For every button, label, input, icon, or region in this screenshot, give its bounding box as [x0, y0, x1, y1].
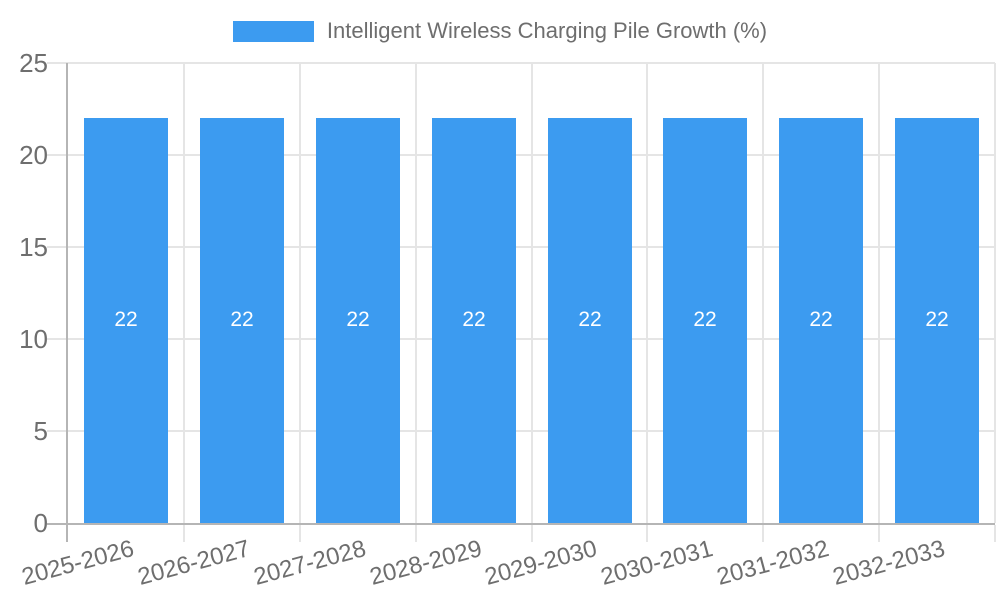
- y-axis-line: [66, 63, 68, 542]
- bar-value-label: 22: [578, 308, 602, 331]
- gridline-vertical: [299, 63, 301, 523]
- legend-label: Intelligent Wireless Charging Pile Growt…: [326, 18, 768, 43]
- bar-2025-2026[interactable]: 22: [84, 118, 168, 523]
- y-axis-tick-label: 20: [19, 140, 48, 170]
- x-axis-label: 2032-2033: [830, 535, 948, 591]
- y-axis-tick-label: 15: [19, 232, 48, 262]
- bar-value-label: 22: [693, 308, 717, 331]
- bar-2027-2028[interactable]: 22: [316, 118, 400, 523]
- x-axis-tick: [994, 525, 996, 542]
- y-axis-tick: [47, 430, 68, 432]
- bar-2026-2027[interactable]: 22: [200, 118, 284, 523]
- legend-swatch: [232, 20, 314, 42]
- gridline-vertical: [646, 63, 648, 523]
- y-axis-tick: [47, 62, 68, 64]
- x-axis-tick: [646, 525, 648, 542]
- x-axis-label: 2029-2030: [482, 535, 600, 591]
- y-axis-tick-label: 10: [19, 324, 48, 354]
- gridline-vertical: [994, 63, 996, 523]
- x-axis-tick: [299, 525, 301, 542]
- y-axis-tick-label: 5: [33, 416, 48, 446]
- x-axis-label: 2027-2028: [251, 535, 369, 591]
- y-axis-tick: [47, 246, 68, 248]
- y-axis-tick: [47, 154, 68, 156]
- bar-value-label: 22: [346, 308, 370, 331]
- bar-2030-2031[interactable]: 22: [663, 118, 747, 523]
- bar-value-label: 22: [462, 308, 486, 331]
- x-axis-tick: [762, 525, 764, 542]
- bar-2032-2033[interactable]: 22: [895, 118, 979, 523]
- bar-value-label: 22: [925, 308, 949, 331]
- y-axis-tick: [47, 338, 68, 340]
- y-axis-tick-label: 25: [19, 48, 48, 78]
- x-axis-label: 2028-2029: [367, 535, 485, 591]
- bar-2028-2029[interactable]: 22: [432, 118, 516, 523]
- gridline-vertical: [878, 63, 880, 523]
- gridline-vertical: [762, 63, 764, 523]
- bar-value-label: 22: [114, 308, 138, 331]
- x-axis-label: 2031-2032: [714, 535, 832, 591]
- x-axis-tick: [183, 525, 185, 542]
- bar-value-label: 22: [809, 308, 833, 331]
- bar-2031-2032[interactable]: 22: [779, 118, 863, 523]
- x-axis-tick: [531, 525, 533, 542]
- bar-2029-2030[interactable]: 22: [548, 118, 632, 523]
- x-axis-label: 2026-2027: [135, 535, 253, 591]
- y-axis-tick-label: 0: [33, 508, 48, 538]
- gridline-vertical: [183, 63, 185, 523]
- gridline-vertical: [415, 63, 417, 523]
- x-axis-line: [47, 523, 995, 525]
- chart-legend[interactable]: Intelligent Wireless Charging Pile Growt…: [0, 17, 1000, 45]
- x-axis-tick: [415, 525, 417, 542]
- gridline-vertical: [531, 63, 533, 523]
- x-axis-label: 2030-2031: [598, 535, 716, 591]
- bar-value-label: 22: [230, 308, 254, 331]
- x-axis-label: 2025-2026: [19, 535, 137, 591]
- x-axis-tick: [878, 525, 880, 542]
